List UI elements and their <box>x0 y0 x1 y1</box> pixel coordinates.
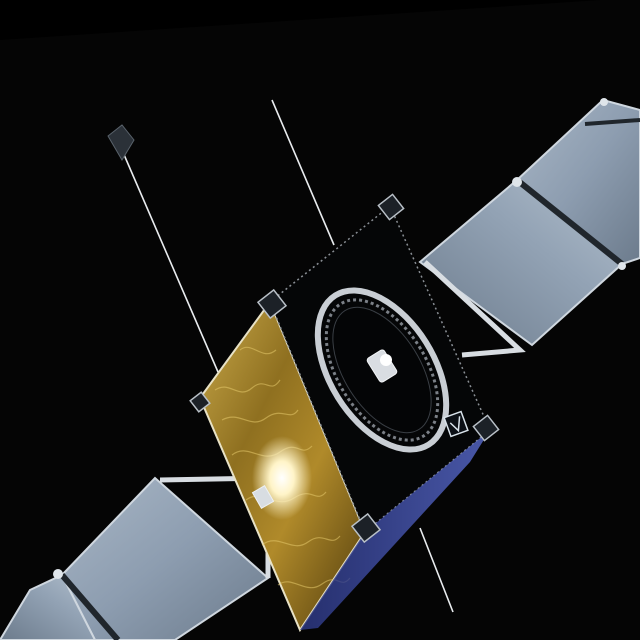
foil-component <box>251 485 275 509</box>
antenna-rod-bottom <box>419 527 454 613</box>
solar-array-right <box>418 98 640 358</box>
badge-icon <box>443 410 469 438</box>
antenna-rod-left <box>121 149 219 373</box>
antenna-tip-left <box>107 124 135 161</box>
solar-array-left <box>0 475 284 640</box>
ring-icon <box>314 287 450 453</box>
bus-blue-side <box>300 430 490 630</box>
corner-brackets <box>189 193 500 544</box>
antenna-rod-top <box>271 99 335 246</box>
